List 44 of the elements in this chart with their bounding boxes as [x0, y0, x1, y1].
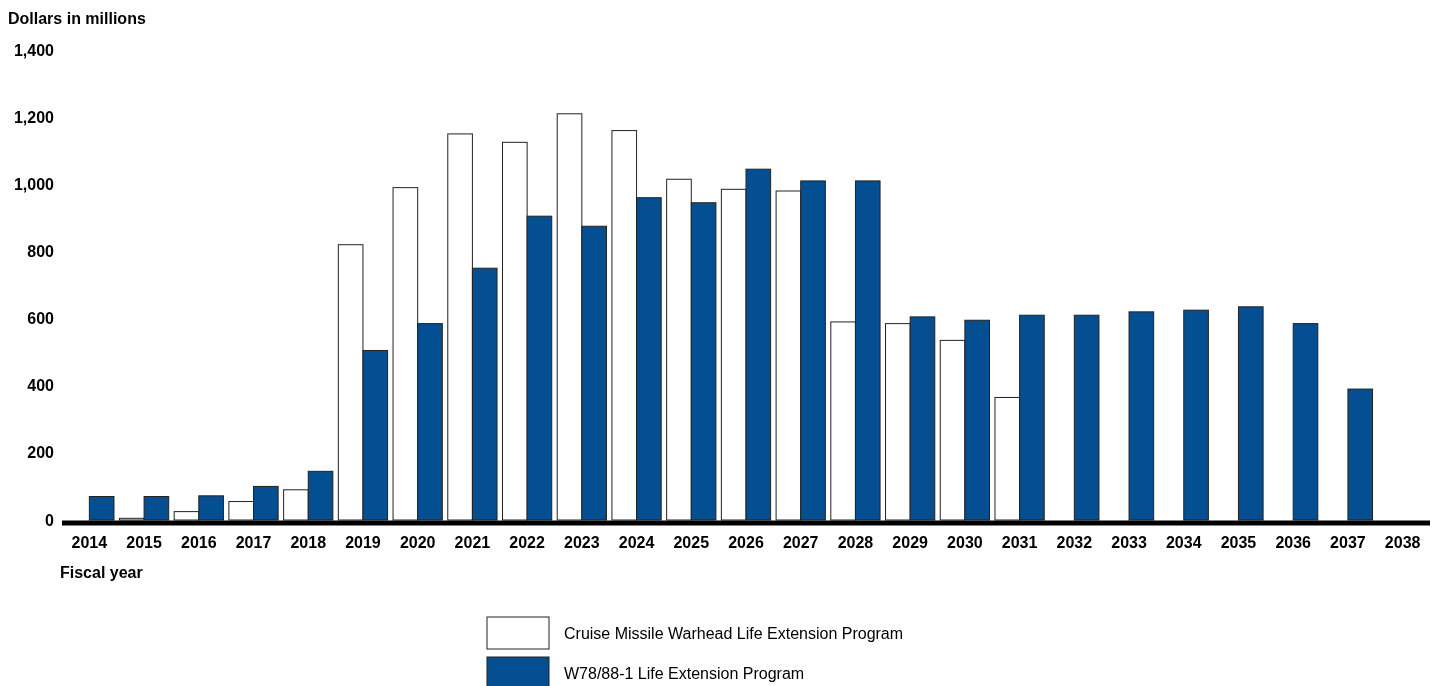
x-tick-label: 2027 — [782, 534, 819, 551]
y-axis-title: Dollars in millions — [8, 10, 146, 27]
x-tick-label: 2033 — [1111, 534, 1147, 551]
y-tick-label: 800 — [27, 243, 55, 261]
x-tick-label: 2035 — [1220, 534, 1257, 551]
bar — [1183, 309, 1209, 521]
y-tick-label: 1,000 — [13, 175, 55, 193]
x-tick-label: 2029 — [892, 534, 929, 551]
x-tick-label: 2020 — [399, 534, 436, 551]
y-tick-label: 400 — [27, 377, 55, 395]
x-tick-label: 2038 — [1384, 534, 1421, 551]
bar — [1128, 311, 1155, 521]
bar — [1073, 314, 1100, 521]
x-tick-label: 2034 — [1165, 534, 1202, 551]
x-tick-label: 2037 — [1330, 534, 1366, 551]
x-tick-label: 2016 — [181, 534, 217, 551]
x-tick-label: 2036 — [1275, 534, 1312, 551]
x-tick-label: 2015 — [126, 534, 162, 551]
x-tick-label: 2022 — [509, 534, 546, 551]
bar — [1292, 323, 1319, 521]
x-tick-label: 2025 — [673, 534, 710, 551]
x-tick-label: 2014 — [71, 534, 108, 551]
legend-label: Cruise Missile Warhead Life Extension Program — [564, 624, 904, 642]
x-tick-label: 2017 — [235, 534, 272, 551]
y-tick-label: 0 — [45, 511, 55, 529]
y-tick-label: 600 — [27, 310, 55, 328]
x-tick-label: 2026 — [728, 534, 764, 551]
x-tick-label: 2021 — [454, 534, 491, 551]
y-tick-label: 1,400 — [13, 41, 55, 59]
x-tick-label: 2024 — [618, 534, 655, 551]
bar — [88, 496, 115, 521]
x-tick-label: 2023 — [564, 534, 600, 551]
x-tick-label: 2018 — [290, 534, 327, 551]
x-tick-label: 2028 — [837, 534, 874, 551]
x-tick-label: 2032 — [1056, 534, 1093, 551]
x-tick-label: 2019 — [345, 534, 381, 551]
legend-label: W78/88-1 Life Extension Program — [564, 664, 805, 682]
y-tick-label: 1,200 — [13, 108, 55, 126]
x-tick-label: 2031 — [1001, 534, 1038, 551]
y-tick-label: 200 — [27, 444, 55, 462]
bar — [1237, 306, 1264, 521]
x-axis-title: Fiscal year — [60, 564, 143, 581]
bar — [1347, 388, 1374, 521]
x-tick-label: 2030 — [947, 534, 983, 551]
